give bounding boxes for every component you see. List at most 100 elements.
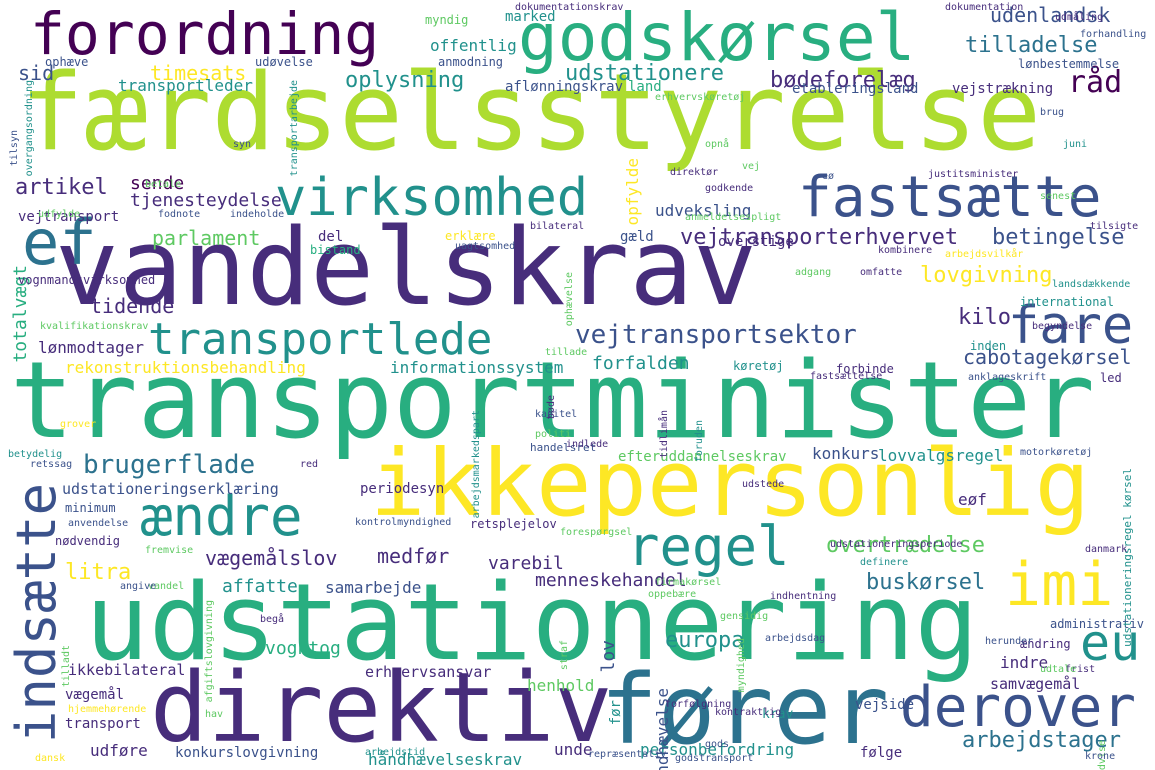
cloud-word: håndhævelseskrav: [368, 750, 523, 769]
cloud-word: firmakørsel: [655, 577, 722, 588]
cloud-word: indre: [1000, 653, 1049, 672]
cloud-word: opnå: [705, 139, 730, 150]
cloud-word: arbejdstager: [962, 728, 1121, 753]
cloud-word: vejstrækning: [952, 81, 1054, 97]
cloud-word: international: [1020, 295, 1114, 309]
cloud-word: forhandling: [1080, 29, 1147, 40]
cloud-word: lønbestemmelse: [1018, 57, 1120, 71]
cloud-word: anklageskrift: [968, 372, 1047, 383]
cloud-word: kapitel: [535, 409, 578, 420]
cloud-word: sende: [130, 173, 185, 194]
cloud-word: krone: [1085, 751, 1116, 762]
cloud-word: fremvise: [145, 545, 194, 556]
cloud-word: gods: [705, 739, 730, 750]
cloud-word: fører: [600, 654, 889, 766]
cloud-word: gensidig: [720, 611, 769, 622]
cloud-word: overtrædelse: [826, 533, 985, 558]
cloud-word: litra: [65, 560, 132, 585]
cloud-word: oplysning: [345, 68, 465, 93]
cloud-word: overgangsordning: [24, 80, 35, 177]
cloud-word: udstationeringsregel kørsel: [1121, 468, 1134, 647]
cloud-word: udøvelse: [255, 55, 313, 69]
cloud-word: anmodning: [438, 55, 504, 69]
cloud-word: transportleder: [118, 76, 253, 95]
cloud-word: fodnote: [158, 209, 201, 220]
cloud-word: aflønningskrav: [505, 79, 624, 95]
cloud-word: personbefordring: [640, 740, 795, 759]
cloud-word: etableringsland: [792, 81, 919, 97]
cloud-word: minimum: [65, 501, 116, 515]
cloud-word: tidlimån: [659, 410, 670, 459]
cloud-word: tilladelse: [965, 33, 1098, 58]
cloud-word: indsætte: [5, 483, 68, 744]
cloud-word: vægemålslov: [205, 546, 338, 570]
cloud-word: menneskehandel: [535, 570, 687, 591]
cloud-word: eøf: [958, 490, 987, 509]
cloud-word: udstationering: [85, 561, 979, 684]
cloud-word: vogntog: [265, 638, 341, 659]
cloud-word: dokumentation: [945, 2, 1024, 13]
cloud-word: unde: [554, 740, 593, 759]
cloud-word: transport: [65, 716, 141, 732]
cloud-word: afgiftslovgivning: [204, 600, 215, 703]
cloud-word: oppebære: [648, 589, 697, 600]
cloud-word: imi: [1005, 550, 1114, 620]
cloud-word: vandel: [148, 581, 185, 592]
cloud-word: vægemål: [65, 687, 125, 703]
cloud-word: myndighed: [736, 638, 747, 693]
cloud-word: retsplejelov: [470, 517, 557, 531]
cloud-word: lovvalgsregel: [878, 446, 1004, 465]
cloud-word: politi: [535, 429, 572, 440]
cloud-word: inden: [970, 339, 1007, 353]
cloud-word: repræsentativ: [588, 749, 667, 760]
cloud-word: definere: [860, 557, 909, 568]
cloud-word: tidende: [90, 294, 175, 318]
cloud-word: ikkepersonlig: [370, 430, 1091, 537]
cloud-word: brugerflade: [83, 450, 256, 480]
cloud-word: betale: [145, 179, 182, 190]
cloud-word: før: [608, 700, 624, 726]
cloud-word: affatte: [222, 576, 298, 597]
cloud-word: ef: [22, 206, 97, 279]
cloud-word: direktiv: [150, 652, 613, 764]
cloud-word: direktør: [670, 167, 719, 178]
cloud-word: vejside: [855, 697, 915, 713]
cloud-word: indeholde: [230, 209, 285, 220]
cloud-word: fare: [1008, 296, 1134, 356]
cloud-word: del: [318, 229, 344, 245]
cloud-word: foruden: [694, 420, 705, 463]
cloud-word: brug: [1040, 107, 1065, 118]
cloud-word: henhold: [527, 676, 595, 695]
cloud-word: anmeldelsespligt: [685, 212, 782, 223]
cloud-word: uagtsomhed: [455, 241, 516, 252]
cloud-word: syn: [233, 139, 252, 150]
cloud-word: ikkebilateral: [68, 661, 186, 679]
cloud-word: fastsætte: [798, 165, 1102, 230]
cloud-word: eu: [1080, 614, 1141, 672]
cloud-word: udveksling: [655, 201, 752, 220]
cloud-word: lov: [598, 640, 619, 673]
cloud-word: handelsret: [530, 441, 597, 454]
cloud-word: ændre: [140, 485, 303, 548]
cloud-word: godstransport: [675, 753, 754, 764]
cloud-word: erhvervsansvar: [365, 663, 492, 681]
cloud-word: eø: [822, 171, 835, 182]
cloud-word: følge: [860, 745, 903, 761]
cloud-word: erhvervskøretøj: [655, 92, 746, 103]
cloud-word: retssag: [30, 459, 73, 470]
cloud-word: indlede: [566, 439, 609, 450]
cloud-word: arbejdsdag: [765, 633, 826, 644]
cloud-word: kontrolmyndighed: [355, 517, 452, 528]
cloud-word: samvægemål: [990, 675, 1081, 693]
cloud-word: begyndelse: [1032, 321, 1093, 332]
cloud-word: justitsminister: [928, 169, 1019, 180]
cloud-word: periodesyn: [360, 481, 445, 497]
cloud-word: efteruddannelseskrav: [618, 449, 787, 465]
cloud-word: vejtransportsektor: [575, 320, 857, 350]
cloud-word: krav: [762, 707, 794, 722]
cloud-word: informationssystem: [390, 358, 564, 377]
cloud-word: gæld: [620, 229, 654, 245]
cloud-word: red: [300, 459, 319, 470]
cloud-word: omfatte: [860, 267, 903, 278]
cloud-word: tjenesteydelse: [130, 190, 282, 211]
